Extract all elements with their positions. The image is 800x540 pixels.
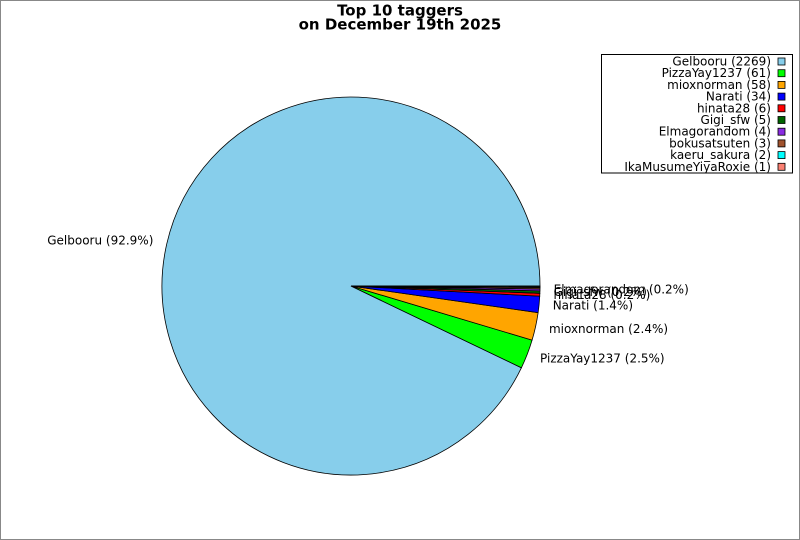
legend-box	[601, 54, 793, 174]
legend-label: mioxnorman (58)	[667, 78, 771, 92]
chart-title: on December 19th 2025	[299, 16, 502, 34]
slice-label: Gigi_sfw (0.2%)	[554, 285, 647, 299]
legend-swatch	[777, 92, 786, 101]
legend-label: PizzaYay1237 (61)	[662, 66, 771, 80]
legend-swatch	[777, 151, 786, 160]
legend-label: hinata28 (6)	[697, 101, 771, 115]
legend-label: Narati (34)	[706, 90, 771, 104]
legend-label: bokusatsuten (3)	[669, 136, 771, 150]
slice-label: PizzaYay1237 (2.5%)	[540, 352, 665, 366]
legend-swatch	[777, 104, 786, 113]
slice-label: Narati (1.4%)	[553, 298, 633, 312]
legend-swatch	[777, 139, 786, 148]
slice-label: Gelbooru (92.9%)	[47, 234, 153, 248]
legend-label: kaeru_sakura (2)	[670, 148, 771, 162]
chart-title: Top 10 taggers	[337, 2, 463, 20]
slice-label: hinata28 (0.2%)	[553, 288, 650, 302]
slice-label: mioxnorman (2.4%)	[549, 322, 668, 336]
slice-label: Elmagorandom (0.2%)	[554, 283, 689, 297]
legend-swatch	[777, 116, 786, 124]
legend-label: IkaMusumeYiyaRoxie (1)	[624, 160, 771, 174]
legend-label: Elmagorandom (4)	[659, 125, 771, 139]
legend-swatch	[777, 162, 786, 171]
legend-swatch	[777, 69, 786, 78]
legend-swatch	[777, 57, 786, 66]
legend-swatch	[777, 81, 786, 89]
legend-label: Gigi_sfw (5)	[701, 113, 771, 127]
legend-swatch	[777, 127, 786, 136]
legend-label: Gelbooru (2269)	[672, 55, 771, 69]
